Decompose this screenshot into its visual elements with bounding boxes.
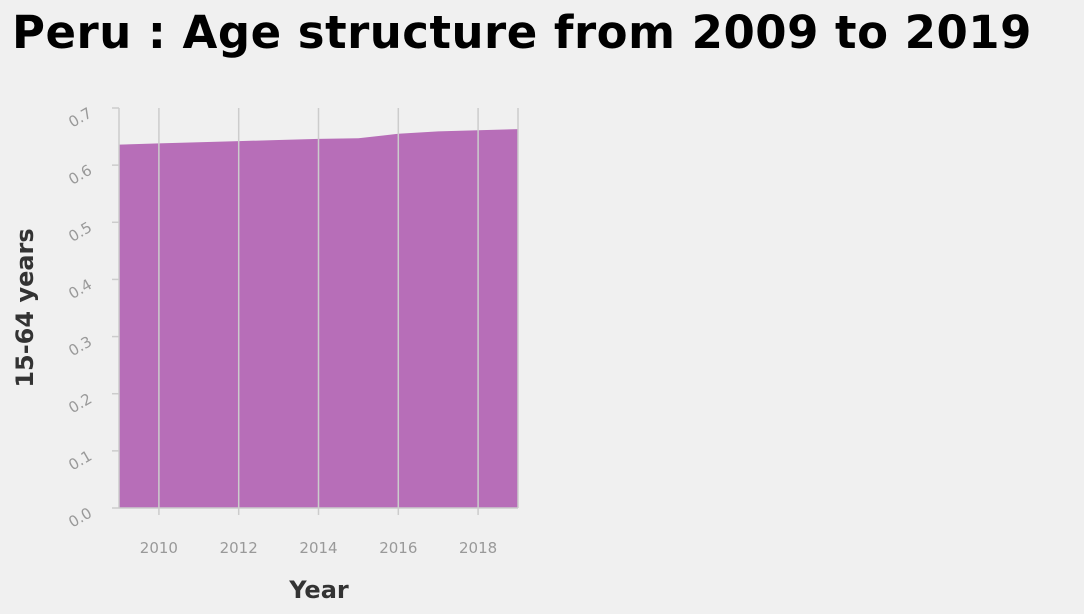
x-axis-ticks: 2010 2012 2014 2016 2018 (140, 108, 497, 557)
x-tick-label: 2012 (220, 539, 258, 557)
y-tick-label: 0.0 (65, 504, 95, 532)
x-tick-label: 2018 (459, 539, 497, 557)
y-tick-label: 0.7 (65, 104, 95, 132)
x-tick-label: 2014 (299, 539, 337, 557)
x-tick-label: 2010 (140, 539, 178, 557)
y-axis-ticks: 0.0 0.1 0.2 0.3 0.4 0.5 0.6 0.7 (65, 104, 119, 532)
y-tick-label: 0.5 (65, 218, 95, 246)
y-tick-label: 0.6 (65, 161, 95, 189)
y-tick-label: 0.3 (65, 332, 95, 360)
x-axis-title: Year (288, 576, 349, 604)
y-tick-label: 0.2 (65, 390, 95, 418)
chart-title: Peru : Age structure from 2009 to 2019 (12, 6, 1032, 59)
y-axis-title: 15-64 years (11, 228, 39, 387)
y-tick-label: 0.4 (65, 275, 95, 303)
y-tick-label: 0.1 (65, 447, 95, 475)
x-tick-label: 2016 (379, 539, 417, 557)
